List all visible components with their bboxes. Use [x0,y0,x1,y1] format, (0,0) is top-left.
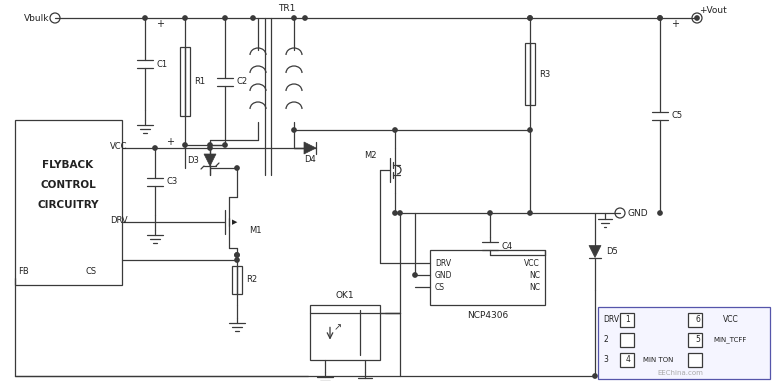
Text: GND: GND [628,208,649,218]
Text: 6: 6 [695,315,700,325]
Circle shape [235,166,239,170]
Text: VCC: VCC [524,258,540,267]
Text: +: + [156,19,164,29]
Circle shape [615,208,625,218]
Bar [598,307,770,379]
Text: OK1: OK1 [336,290,354,299]
Circle shape [207,143,212,147]
Text: 4: 4 [625,355,630,365]
Text: FLYBACK: FLYBACK [43,160,93,170]
Circle shape [393,211,397,215]
Circle shape [528,16,532,20]
Text: +Vout: +Vout [699,5,726,14]
Text: VCC: VCC [110,141,127,150]
Bar [180,46,190,117]
Text: DRV: DRV [110,216,127,224]
Text: NC: NC [529,282,540,291]
Text: CS: CS [85,267,96,277]
Circle shape [235,253,239,257]
Circle shape [658,16,662,20]
Text: C2: C2 [236,77,247,86]
Circle shape [692,13,702,23]
Text: DRV: DRV [435,258,451,267]
Text: R2: R2 [246,275,257,285]
Bar [688,353,702,367]
Bar [430,250,545,305]
Circle shape [143,16,147,20]
Polygon shape [589,245,601,258]
Text: C5: C5 [671,111,682,120]
Text: MIN TON: MIN TON [643,357,674,363]
Bar [620,313,634,327]
Text: +: + [671,19,679,29]
Circle shape [695,16,699,20]
Circle shape [207,146,212,150]
Text: CS: CS [435,282,445,291]
Circle shape [393,128,397,132]
Text: C4: C4 [501,242,512,250]
Circle shape [183,143,187,147]
Text: D5: D5 [606,247,618,256]
Text: Vbulk: Vbulk [23,13,49,22]
Circle shape [235,253,239,257]
Text: D4: D4 [304,155,316,163]
Circle shape [413,273,417,277]
Circle shape [183,16,187,20]
Bar [310,305,380,360]
Bar [232,266,242,294]
Circle shape [593,374,598,378]
Circle shape [528,16,532,20]
Circle shape [488,211,492,215]
Circle shape [153,146,157,150]
Text: DRV: DRV [603,315,619,325]
Text: CIRCUITRY: CIRCUITRY [37,200,99,210]
Text: C3: C3 [166,177,177,186]
Circle shape [528,128,532,132]
Text: NC: NC [529,271,540,280]
Polygon shape [304,142,316,154]
Circle shape [303,16,307,20]
Text: C1: C1 [156,59,167,69]
Bar [15,120,122,285]
Text: MIN_TCFF: MIN_TCFF [713,337,747,343]
Circle shape [658,211,662,215]
Text: VCC: VCC [723,315,739,325]
Circle shape [528,211,532,215]
Circle shape [50,13,60,23]
Text: ▶: ▶ [232,219,238,225]
Text: M2: M2 [364,150,377,160]
Text: R3: R3 [539,69,550,78]
Bar [620,353,634,367]
Text: GND: GND [435,271,452,280]
Polygon shape [204,154,216,166]
Text: 5: 5 [695,336,700,344]
Text: R1: R1 [194,77,205,86]
Circle shape [223,143,227,147]
Circle shape [235,258,239,262]
Text: 2: 2 [603,336,608,344]
Text: NCP4306: NCP4306 [467,311,508,320]
Text: FB: FB [18,267,29,277]
Bar [688,313,702,327]
Text: M1: M1 [249,226,262,234]
Text: ↗: ↗ [334,322,342,333]
Circle shape [618,211,622,215]
Circle shape [658,16,662,20]
Circle shape [223,16,227,20]
Bar [688,333,702,347]
Circle shape [292,128,296,132]
Text: TR1: TR1 [278,3,295,13]
Text: +: + [166,137,174,147]
Text: D3: D3 [187,155,199,165]
Circle shape [398,211,402,215]
Circle shape [292,16,296,20]
Text: EEChina.com: EEChina.com [657,370,703,376]
Text: 3: 3 [603,355,608,365]
Bar [620,333,634,347]
Bar [525,43,535,105]
Text: 1: 1 [625,315,630,325]
Text: CONTROL: CONTROL [40,180,96,190]
Circle shape [251,16,255,20]
